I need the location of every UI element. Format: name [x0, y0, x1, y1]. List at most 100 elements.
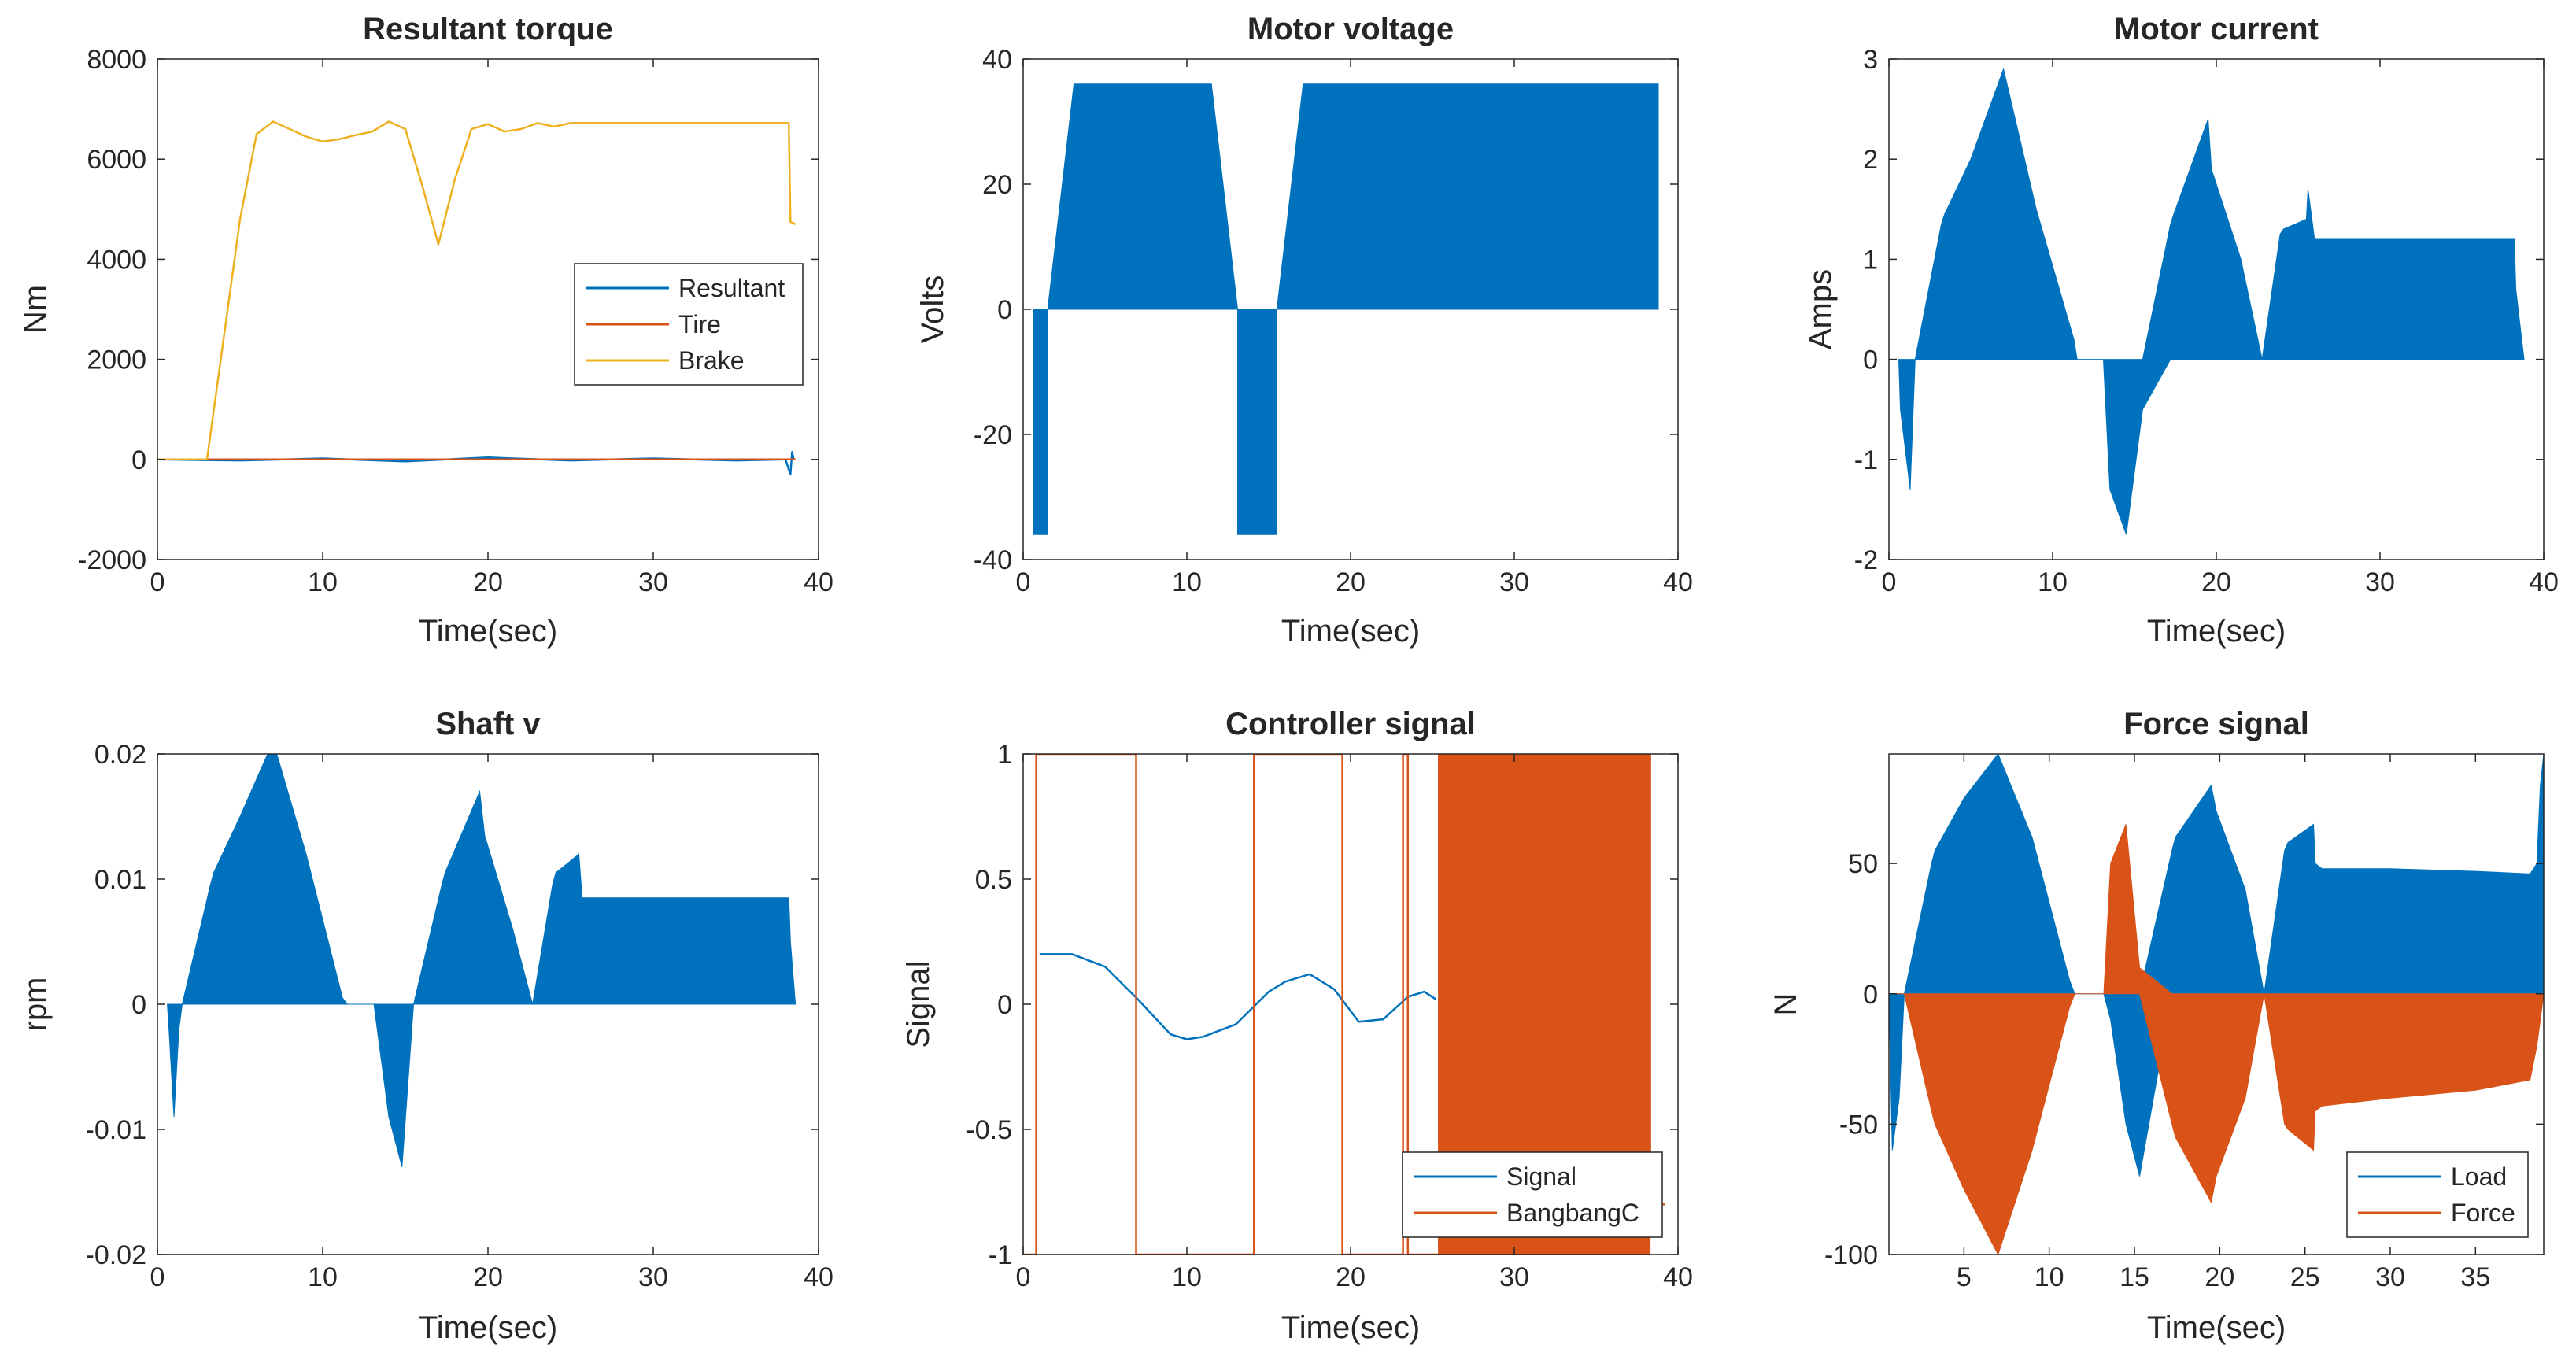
chart-force-signal: Force signal Time(sec) N 5 10 15 20 25 30 35 -1… [1768, 707, 2545, 1345]
legend-label: Load [2451, 1162, 2507, 1191]
x-tick-label: 35 [2460, 1262, 2490, 1292]
chart-motor-voltage: Motor voltage Time(sec) Volts 0 10 20 30 40 -… [915, 12, 1693, 649]
legend: Resultant Tire Brake [574, 263, 804, 386]
chart-resultant-torque: Resultant torque Time(sec) Nm 0 10 20 30 40 -… [18, 12, 833, 649]
y-tick-label: 0 [1863, 980, 1878, 1010]
x-tick-label: 10 [2035, 1262, 2064, 1292]
legend-label: Signal [1506, 1162, 1576, 1191]
y-axis-label: Nm [18, 285, 53, 334]
legend-box [2346, 1151, 2529, 1238]
plot-area [1033, 83, 1659, 535]
x-axis-label: Time(sec) [2147, 1310, 2286, 1345]
y-tick-label: -1 [1854, 445, 1878, 475]
x-axis-label: Time(sec) [419, 614, 557, 649]
series-band [167, 754, 796, 1167]
y-tick-label: 8000 [87, 45, 146, 75]
y-axis-label: N [1768, 993, 1803, 1016]
chart-motor-current: Motor current Time(sec) Amps 0 10 20 30 40-2… [1803, 12, 2559, 649]
series-band [1898, 67, 2525, 535]
x-axis-label: Time(sec) [419, 1310, 557, 1345]
x-tick-label: 20 [473, 1262, 503, 1292]
y-tick-label: 2 [1863, 145, 1878, 175]
x-tick-label: 10 [1172, 567, 1202, 597]
y-tick-label: 4000 [87, 245, 146, 275]
x-tick-label: 40 [804, 567, 833, 597]
y-tick-label: -0.5 [966, 1115, 1012, 1145]
chart-title: Force signal [2123, 707, 2309, 741]
x-tick-label: 0 [1016, 567, 1031, 597]
x-tick-label: 20 [473, 567, 503, 597]
x-axis-label: Time(sec) [1281, 1310, 1420, 1345]
x-tick-label: 30 [2375, 1262, 2405, 1292]
y-tick-label: -20 [974, 420, 1012, 450]
y-tick-label: 0 [131, 990, 146, 1020]
legend: Load Force [2346, 1151, 2529, 1238]
chart-title: Motor current [2114, 12, 2319, 46]
y-tick-label: 6000 [87, 145, 146, 175]
y-axis-label: Amps [1803, 269, 1838, 349]
x-tick-label: 10 [2038, 567, 2068, 597]
x-tick-label: 20 [1336, 1262, 1366, 1292]
legend-box [1402, 1151, 1663, 1238]
y-axis-label: Signal [901, 960, 936, 1048]
x-tick-label: 30 [638, 567, 668, 597]
x-tick-label: 20 [1336, 567, 1366, 597]
x-tick-label: 0 [1016, 1262, 1031, 1292]
legend-label: Tire [678, 310, 721, 338]
x-tick-label: 40 [2529, 567, 2559, 597]
y-tick-label: 0.01 [94, 865, 146, 895]
y-tick-label: 0 [1863, 346, 1878, 375]
x-tick-label: 30 [1499, 1262, 1529, 1292]
legend-label: Force [2451, 1199, 2515, 1227]
y-tick-label: 50 [1848, 849, 1878, 879]
y-tick-label: 40 [982, 45, 1012, 75]
x-tick-label: 5 [1957, 1262, 1972, 1292]
y-tick-label: -0.02 [86, 1240, 147, 1270]
y-tick-label: 0 [997, 295, 1012, 325]
chart-title: Resultant torque [363, 12, 613, 46]
y-tick-label: 0 [131, 445, 146, 475]
y-axis-label: rpm [18, 977, 53, 1032]
chart-controller-signal: Controller signal Time(sec) Signal 0 10 20… [901, 707, 1693, 1345]
chart-title: Motor voltage [1247, 12, 1454, 46]
y-tick-label: 0.02 [94, 740, 146, 770]
plot-area [167, 754, 796, 1167]
chart-shaft-v: Shaft v Time(sec) rpm 0 10 20 30 40 -0.02 -0.0… [18, 707, 833, 1345]
x-tick-label: 25 [2290, 1262, 2320, 1292]
x-axis-label: Time(sec) [2147, 614, 2286, 649]
y-axis-label: Volts [915, 275, 950, 344]
y-tick-label: 1 [1863, 245, 1878, 275]
series-line [157, 120, 796, 461]
y-tick-label: 1 [997, 740, 1012, 770]
x-tick-label: 40 [1663, 567, 1693, 597]
y-tick-label: 0.5 [975, 865, 1012, 895]
x-tick-label: 20 [2201, 567, 2231, 597]
x-tick-label: 40 [804, 1262, 833, 1292]
y-tick-label: -50 [1839, 1110, 1878, 1140]
y-tick-label: -2 [1854, 545, 1878, 575]
series-band [1438, 754, 1651, 1255]
legend-label: Brake [678, 346, 745, 375]
plot-area [1898, 67, 2525, 535]
plot-area [1023, 754, 1665, 1255]
series-band [1889, 824, 2544, 1255]
x-tick-label: 15 [2120, 1262, 2149, 1292]
plot-area [157, 120, 796, 476]
x-tick-label: 10 [308, 567, 338, 597]
x-tick-label: 10 [308, 1262, 338, 1292]
x-tick-label: 0 [150, 567, 165, 597]
y-tick-label: 20 [982, 170, 1012, 200]
x-tick-label: 0 [1882, 567, 1897, 597]
legend-label: BangbangC [1506, 1199, 1639, 1227]
y-tick-label: -100 [1824, 1240, 1878, 1270]
y-tick-label: -2000 [78, 545, 146, 575]
y-tick-label: -40 [974, 545, 1012, 575]
x-tick-label: 40 [1663, 1262, 1693, 1292]
legend-label: Resultant [678, 274, 785, 302]
y-tick-label: -1 [989, 1240, 1012, 1270]
series-band [1033, 83, 1659, 535]
x-tick-label: 0 [150, 1262, 165, 1292]
y-tick-label: 3 [1863, 45, 1878, 75]
chart-title: Controller signal [1225, 707, 1476, 741]
